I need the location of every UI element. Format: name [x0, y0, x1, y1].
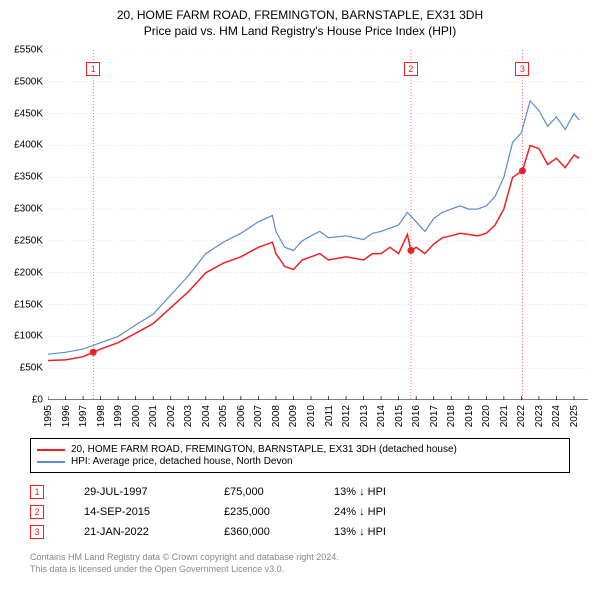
x-tick-label: 1998 [96, 405, 107, 427]
x-tick-label: 2000 [131, 405, 142, 427]
y-tick-label: £50K [3, 363, 43, 374]
y-tick-label: £250K [3, 235, 43, 246]
x-tick-label: 2009 [288, 405, 299, 427]
y-tick-label: £400K [3, 140, 43, 151]
sale-marker-0: 1 [30, 485, 44, 499]
sale-price-0: £75,000 [224, 486, 334, 498]
y-tick-label: £550K [3, 45, 43, 56]
x-tick-label: 2001 [148, 405, 159, 427]
x-tick-label: 2003 [183, 405, 194, 427]
y-tick-label: £300K [3, 204, 43, 215]
sale-price-1: £235,000 [224, 506, 334, 518]
legend-box: 20, HOME FARM ROAD, FREMINGTON, BARNSTAP… [30, 438, 570, 473]
chart-sale-marker: 1 [86, 62, 100, 76]
sale-date-1: 14-SEP-2015 [84, 506, 224, 518]
title-line-1: 20, HOME FARM ROAD, FREMINGTON, BARNSTAP… [0, 8, 600, 22]
x-tick-label: 2002 [166, 405, 177, 427]
sale-marker-2: 3 [30, 525, 44, 539]
x-tick-label: 2005 [218, 405, 229, 427]
y-tick-label: £150K [3, 299, 43, 310]
sales-table: 1 29-JUL-1997 £75,000 13% ↓ HPI 2 14-SEP… [30, 482, 434, 542]
x-tick-label: 2021 [499, 405, 510, 427]
x-tick-label: 2012 [341, 405, 352, 427]
chart-sale-marker: 2 [404, 62, 418, 76]
y-tick-label: £450K [3, 108, 43, 119]
x-tick-label: 2025 [569, 405, 580, 427]
x-tick-label: 2011 [324, 405, 335, 427]
sale-diff-2: 13% ↓ HPI [334, 526, 434, 538]
x-tick-label: 2013 [359, 405, 370, 427]
x-tick-label: 1996 [61, 405, 72, 427]
y-tick-label: £100K [3, 331, 43, 342]
legend-swatch-1 [37, 461, 65, 463]
footer-line-1: Contains HM Land Registry data © Crown c… [30, 552, 339, 564]
x-tick-label: 2007 [253, 405, 264, 427]
title-block: 20, HOME FARM ROAD, FREMINGTON, BARNSTAP… [0, 0, 600, 38]
x-tick-label: 2023 [534, 405, 545, 427]
x-tick-label: 2017 [429, 405, 440, 427]
x-tick-label: 2008 [271, 405, 282, 427]
chart-area: £0£50K£100K£150K£200K£250K£300K£350K£400… [48, 50, 588, 400]
x-tick-label: 2010 [306, 405, 317, 427]
sale-price-2: £360,000 [224, 526, 334, 538]
legend-row-0: 20, HOME FARM ROAD, FREMINGTON, BARNSTAP… [37, 444, 563, 455]
x-tick-label: 2019 [464, 405, 475, 427]
x-tick-label: 2024 [551, 405, 562, 427]
sale-date-2: 21-JAN-2022 [84, 526, 224, 538]
footer: Contains HM Land Registry data © Crown c… [30, 552, 339, 575]
x-tick-label: 1999 [113, 405, 124, 427]
x-tick-label: 2006 [236, 405, 247, 427]
x-tick-label: 2015 [394, 405, 405, 427]
legend-text-1: HPI: Average price, detached house, Nort… [71, 456, 293, 467]
x-tick-label: 2016 [411, 405, 422, 427]
y-tick-label: £0 [3, 395, 43, 406]
x-tick-label: 1995 [43, 405, 54, 427]
footer-line-2: This data is licensed under the Open Gov… [30, 564, 339, 576]
x-tick-label: 1997 [78, 405, 89, 427]
chart-container: 20, HOME FARM ROAD, FREMINGTON, BARNSTAP… [0, 0, 600, 590]
sale-marker-1: 2 [30, 505, 44, 519]
sale-row-0: 1 29-JUL-1997 £75,000 13% ↓ HPI [30, 482, 434, 502]
chart-svg [48, 50, 588, 400]
sale-diff-1: 24% ↓ HPI [334, 506, 434, 518]
y-tick-label: £350K [3, 172, 43, 183]
y-tick-label: £200K [3, 267, 43, 278]
x-tick-label: 2022 [516, 405, 527, 427]
sale-row-1: 2 14-SEP-2015 £235,000 24% ↓ HPI [30, 502, 434, 522]
y-tick-label: £500K [3, 76, 43, 87]
x-tick-label: 2018 [446, 405, 457, 427]
x-tick-label: 2014 [376, 405, 387, 427]
title-line-2: Price paid vs. HM Land Registry's House … [0, 24, 600, 38]
x-tick-label: 2020 [481, 405, 492, 427]
sale-diff-0: 13% ↓ HPI [334, 486, 434, 498]
sale-row-2: 3 21-JAN-2022 £360,000 13% ↓ HPI [30, 522, 434, 542]
chart-sale-marker: 3 [515, 62, 529, 76]
x-tick-label: 2004 [201, 405, 212, 427]
legend-text-0: 20, HOME FARM ROAD, FREMINGTON, BARNSTAP… [71, 444, 457, 455]
legend-row-1: HPI: Average price, detached house, Nort… [37, 456, 563, 467]
legend-swatch-0 [37, 449, 65, 451]
sale-date-0: 29-JUL-1997 [84, 486, 224, 498]
